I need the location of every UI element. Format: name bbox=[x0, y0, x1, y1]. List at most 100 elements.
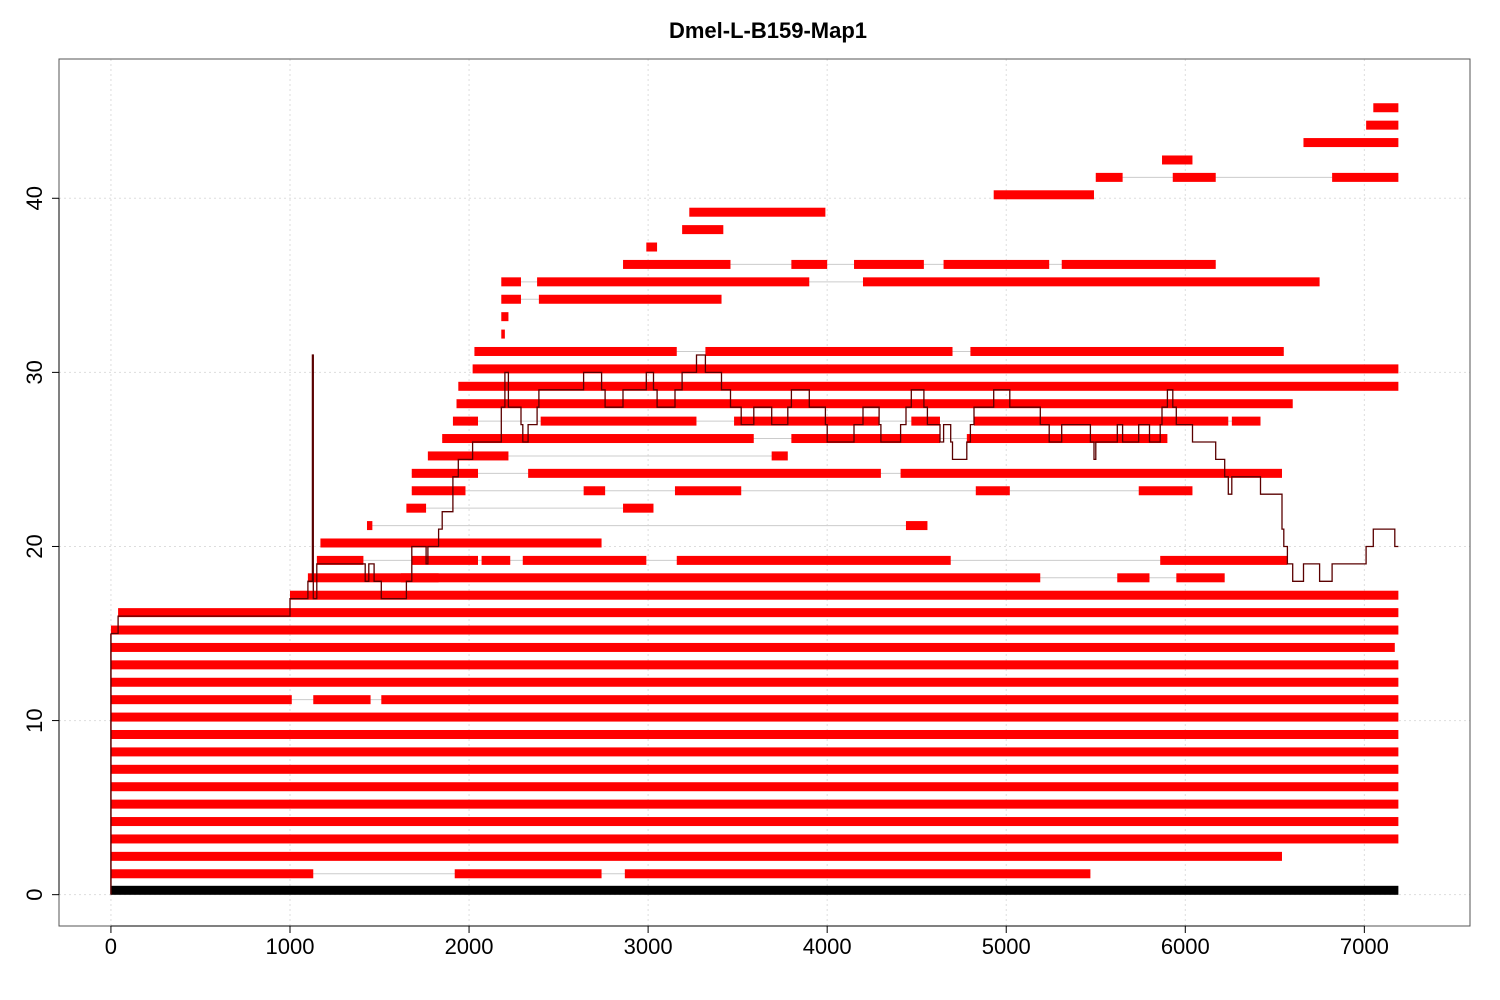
plot-frame bbox=[58, 58, 1471, 927]
read-segment bbox=[411, 468, 479, 478]
read-segment bbox=[623, 259, 731, 269]
read-segment bbox=[452, 416, 479, 426]
read-segment bbox=[411, 555, 479, 565]
grid bbox=[59, 59, 1470, 926]
read-segment bbox=[689, 207, 826, 217]
read-segment bbox=[110, 642, 1395, 652]
read-segment bbox=[624, 869, 1091, 879]
read-segment bbox=[316, 555, 364, 565]
reference-bar bbox=[110, 885, 1399, 895]
x-tick-label: 2000 bbox=[445, 934, 494, 959]
x-tick-label: 7000 bbox=[1340, 934, 1389, 959]
read-segment bbox=[911, 416, 940, 426]
read-segment bbox=[320, 538, 602, 548]
read-segment bbox=[1176, 573, 1225, 583]
y-tick-label: 30 bbox=[22, 360, 47, 384]
read-segment bbox=[1138, 486, 1193, 496]
read-segment bbox=[110, 782, 1399, 792]
read-segment bbox=[110, 869, 314, 879]
read-segment bbox=[975, 486, 1010, 496]
x-tick-label: 5000 bbox=[982, 934, 1031, 959]
read-segment bbox=[674, 486, 742, 496]
y-tick-label: 10 bbox=[22, 708, 47, 732]
read-segment bbox=[1366, 120, 1399, 130]
read-segment bbox=[501, 329, 505, 339]
read-segment bbox=[1373, 103, 1399, 113]
read-segment bbox=[427, 451, 509, 461]
read-segment bbox=[791, 434, 940, 444]
read-segment bbox=[472, 364, 1399, 374]
y-tick-label: 20 bbox=[22, 534, 47, 558]
read-segment bbox=[1162, 155, 1193, 165]
reference bbox=[110, 633, 1399, 895]
read-segment bbox=[381, 695, 1399, 705]
read-segment bbox=[1095, 172, 1123, 182]
read-segment bbox=[481, 555, 511, 565]
x-tick-label: 0 bbox=[105, 934, 117, 959]
read-segment bbox=[540, 416, 697, 426]
read-segment bbox=[1231, 416, 1261, 426]
x-tick-label: 4000 bbox=[803, 934, 852, 959]
x-tick-label: 3000 bbox=[624, 934, 673, 959]
read-segment bbox=[110, 625, 1399, 635]
read-segment bbox=[1160, 555, 1288, 565]
read-segment bbox=[538, 294, 722, 304]
x-axis: 0 1000 2000 3000 4000 5000 6000 7000 bbox=[105, 925, 1389, 959]
read-segment bbox=[993, 190, 1094, 200]
y-tick-label: 0 bbox=[22, 889, 47, 901]
read-segment bbox=[110, 729, 1399, 739]
read-segment bbox=[442, 434, 754, 444]
read-segment bbox=[474, 346, 677, 356]
read-segment bbox=[501, 294, 521, 304]
read-segment bbox=[458, 381, 1399, 391]
read-segment bbox=[307, 573, 1041, 583]
read-segment bbox=[900, 468, 1282, 478]
read-segment bbox=[1303, 138, 1399, 148]
read-segment bbox=[454, 869, 602, 879]
read-segment bbox=[583, 486, 606, 496]
coverage bbox=[110, 354, 1399, 635]
read-segment bbox=[289, 590, 1399, 600]
read-segment bbox=[623, 503, 654, 513]
read-segment bbox=[522, 555, 647, 565]
read-segment bbox=[313, 695, 371, 705]
read-segment bbox=[110, 747, 1399, 757]
read-segment bbox=[1332, 172, 1399, 182]
read-segment bbox=[537, 277, 810, 287]
read-segment bbox=[970, 346, 1284, 356]
read-segment bbox=[646, 242, 658, 252]
read-segment bbox=[705, 346, 953, 356]
chart-title: Dmel-L-B159-Map1 bbox=[669, 18, 867, 43]
read-segment bbox=[966, 434, 1168, 444]
read-segment bbox=[456, 399, 1293, 409]
x-tick-label: 6000 bbox=[1161, 934, 1210, 959]
read-segment bbox=[110, 677, 1399, 687]
read-segment bbox=[401, 573, 439, 583]
y-axis: 0 10 20 30 40 bbox=[22, 186, 60, 901]
read-segment bbox=[110, 712, 1399, 722]
read-segment bbox=[791, 259, 828, 269]
read-segment bbox=[1172, 172, 1216, 182]
read-segment bbox=[110, 764, 1399, 774]
read-segment bbox=[110, 695, 292, 705]
read-segment bbox=[110, 799, 1399, 809]
read-segment bbox=[1061, 259, 1216, 269]
read-segment bbox=[110, 660, 1399, 670]
read-segment bbox=[854, 259, 924, 269]
read-segment bbox=[110, 817, 1399, 827]
read-segment bbox=[366, 521, 373, 531]
read-segment bbox=[682, 225, 724, 235]
read-segment bbox=[528, 468, 881, 478]
read-segment bbox=[905, 521, 928, 531]
read-segment bbox=[501, 312, 509, 322]
x-tick-label: 1000 bbox=[266, 934, 315, 959]
read-segment bbox=[501, 277, 521, 287]
read-segment bbox=[734, 416, 880, 426]
read-segment bbox=[110, 851, 1282, 861]
read-segment bbox=[862, 277, 1320, 287]
read-segment bbox=[110, 834, 1399, 844]
reads bbox=[110, 103, 1399, 879]
read-segment bbox=[974, 416, 1229, 426]
